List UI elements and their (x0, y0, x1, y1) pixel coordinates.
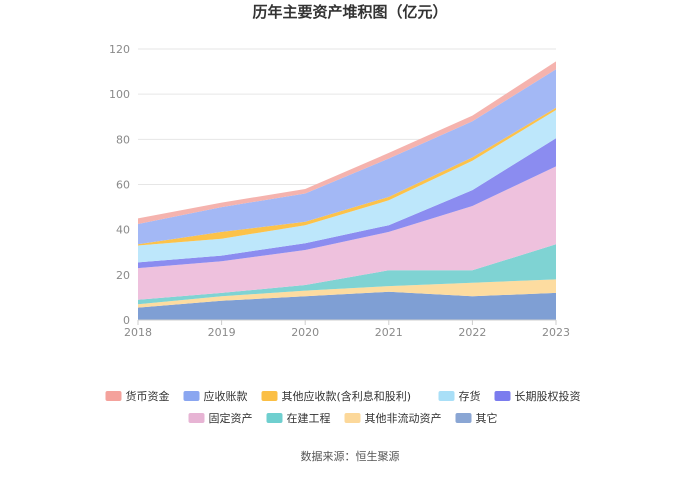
y-tick-label: 0 (123, 314, 130, 327)
legend-item-其它[interactable]: 其它 (455, 411, 498, 425)
legend-label: 其他非流动资产 (365, 411, 442, 425)
legend-label: 应收账款 (204, 389, 248, 403)
y-tick-label: 20 (116, 269, 130, 282)
legend-item-固定资产[interactable]: 固定资产 (188, 411, 253, 425)
area-series-group (138, 61, 556, 320)
legend-swatch (494, 391, 511, 401)
legend-item-在建工程[interactable]: 在建工程 (266, 411, 331, 425)
legend-item-应收账款[interactable]: 应收账款 (183, 389, 248, 403)
axes: 0 20 40 60 80 100 120 2018 2019 2020 2021 2022 2023 (109, 43, 570, 339)
area-series-其它[interactable] (138, 291, 556, 320)
legend-label: 其它 (476, 411, 498, 425)
y-tick-label: 100 (109, 88, 130, 101)
legend-swatch (266, 413, 283, 423)
x-tick-label: 2022 (458, 326, 486, 339)
area-series-应收账款[interactable] (138, 69, 556, 245)
legend-label: 存货 (459, 389, 481, 403)
legend-swatch (261, 391, 278, 401)
x-tick-label: 2018 (124, 326, 152, 339)
legend-item-存货[interactable]: 存货 (438, 389, 481, 403)
legend-label: 长期股权投资 (515, 389, 581, 403)
area-series-长期股权投资[interactable] (138, 138, 556, 269)
legend-label: 在建工程 (287, 411, 331, 425)
legend-item-其他非流动资产[interactable]: 其他非流动资产 (344, 411, 442, 425)
legend-swatch (188, 413, 205, 423)
area-series-其他非流动资产[interactable] (138, 279, 556, 308)
legend-item-其他应收款(含利息和股利)[interactable]: 其他应收款(含利息和股利) (261, 389, 412, 403)
legend-swatch (183, 391, 200, 401)
legend-swatch (344, 413, 361, 423)
legend-item-长期股权投资[interactable]: 长期股权投资 (494, 389, 581, 403)
x-tick-label: 2020 (291, 326, 319, 339)
y-tick-label: 120 (109, 43, 130, 56)
legend-swatch (438, 391, 455, 401)
y-tick-label: 40 (116, 224, 130, 237)
legend-label: 固定资产 (209, 411, 253, 425)
legend-item-货币资金[interactable]: 货币资金 (105, 389, 170, 403)
x-tick-label: 2019 (208, 326, 236, 339)
y-tick-label: 60 (116, 179, 130, 192)
legend-label: 其他应收款(含利息和股利) (282, 389, 412, 403)
x-tick-label: 2021 (375, 326, 403, 339)
chart-title: 历年主要资产堆积图（亿元） (252, 3, 447, 21)
y-tick-label: 80 (116, 133, 130, 146)
legend-label: 货币资金 (126, 389, 170, 403)
area-series-固定资产[interactable] (138, 166, 556, 300)
legend-swatch (105, 391, 122, 401)
data-source-note: 数据来源：恒生聚源 (301, 449, 400, 463)
area-series-存货[interactable] (138, 110, 556, 263)
legend-swatch (455, 413, 472, 423)
x-tick-label: 2023 (542, 326, 570, 339)
area-series-在建工程[interactable] (138, 244, 556, 305)
